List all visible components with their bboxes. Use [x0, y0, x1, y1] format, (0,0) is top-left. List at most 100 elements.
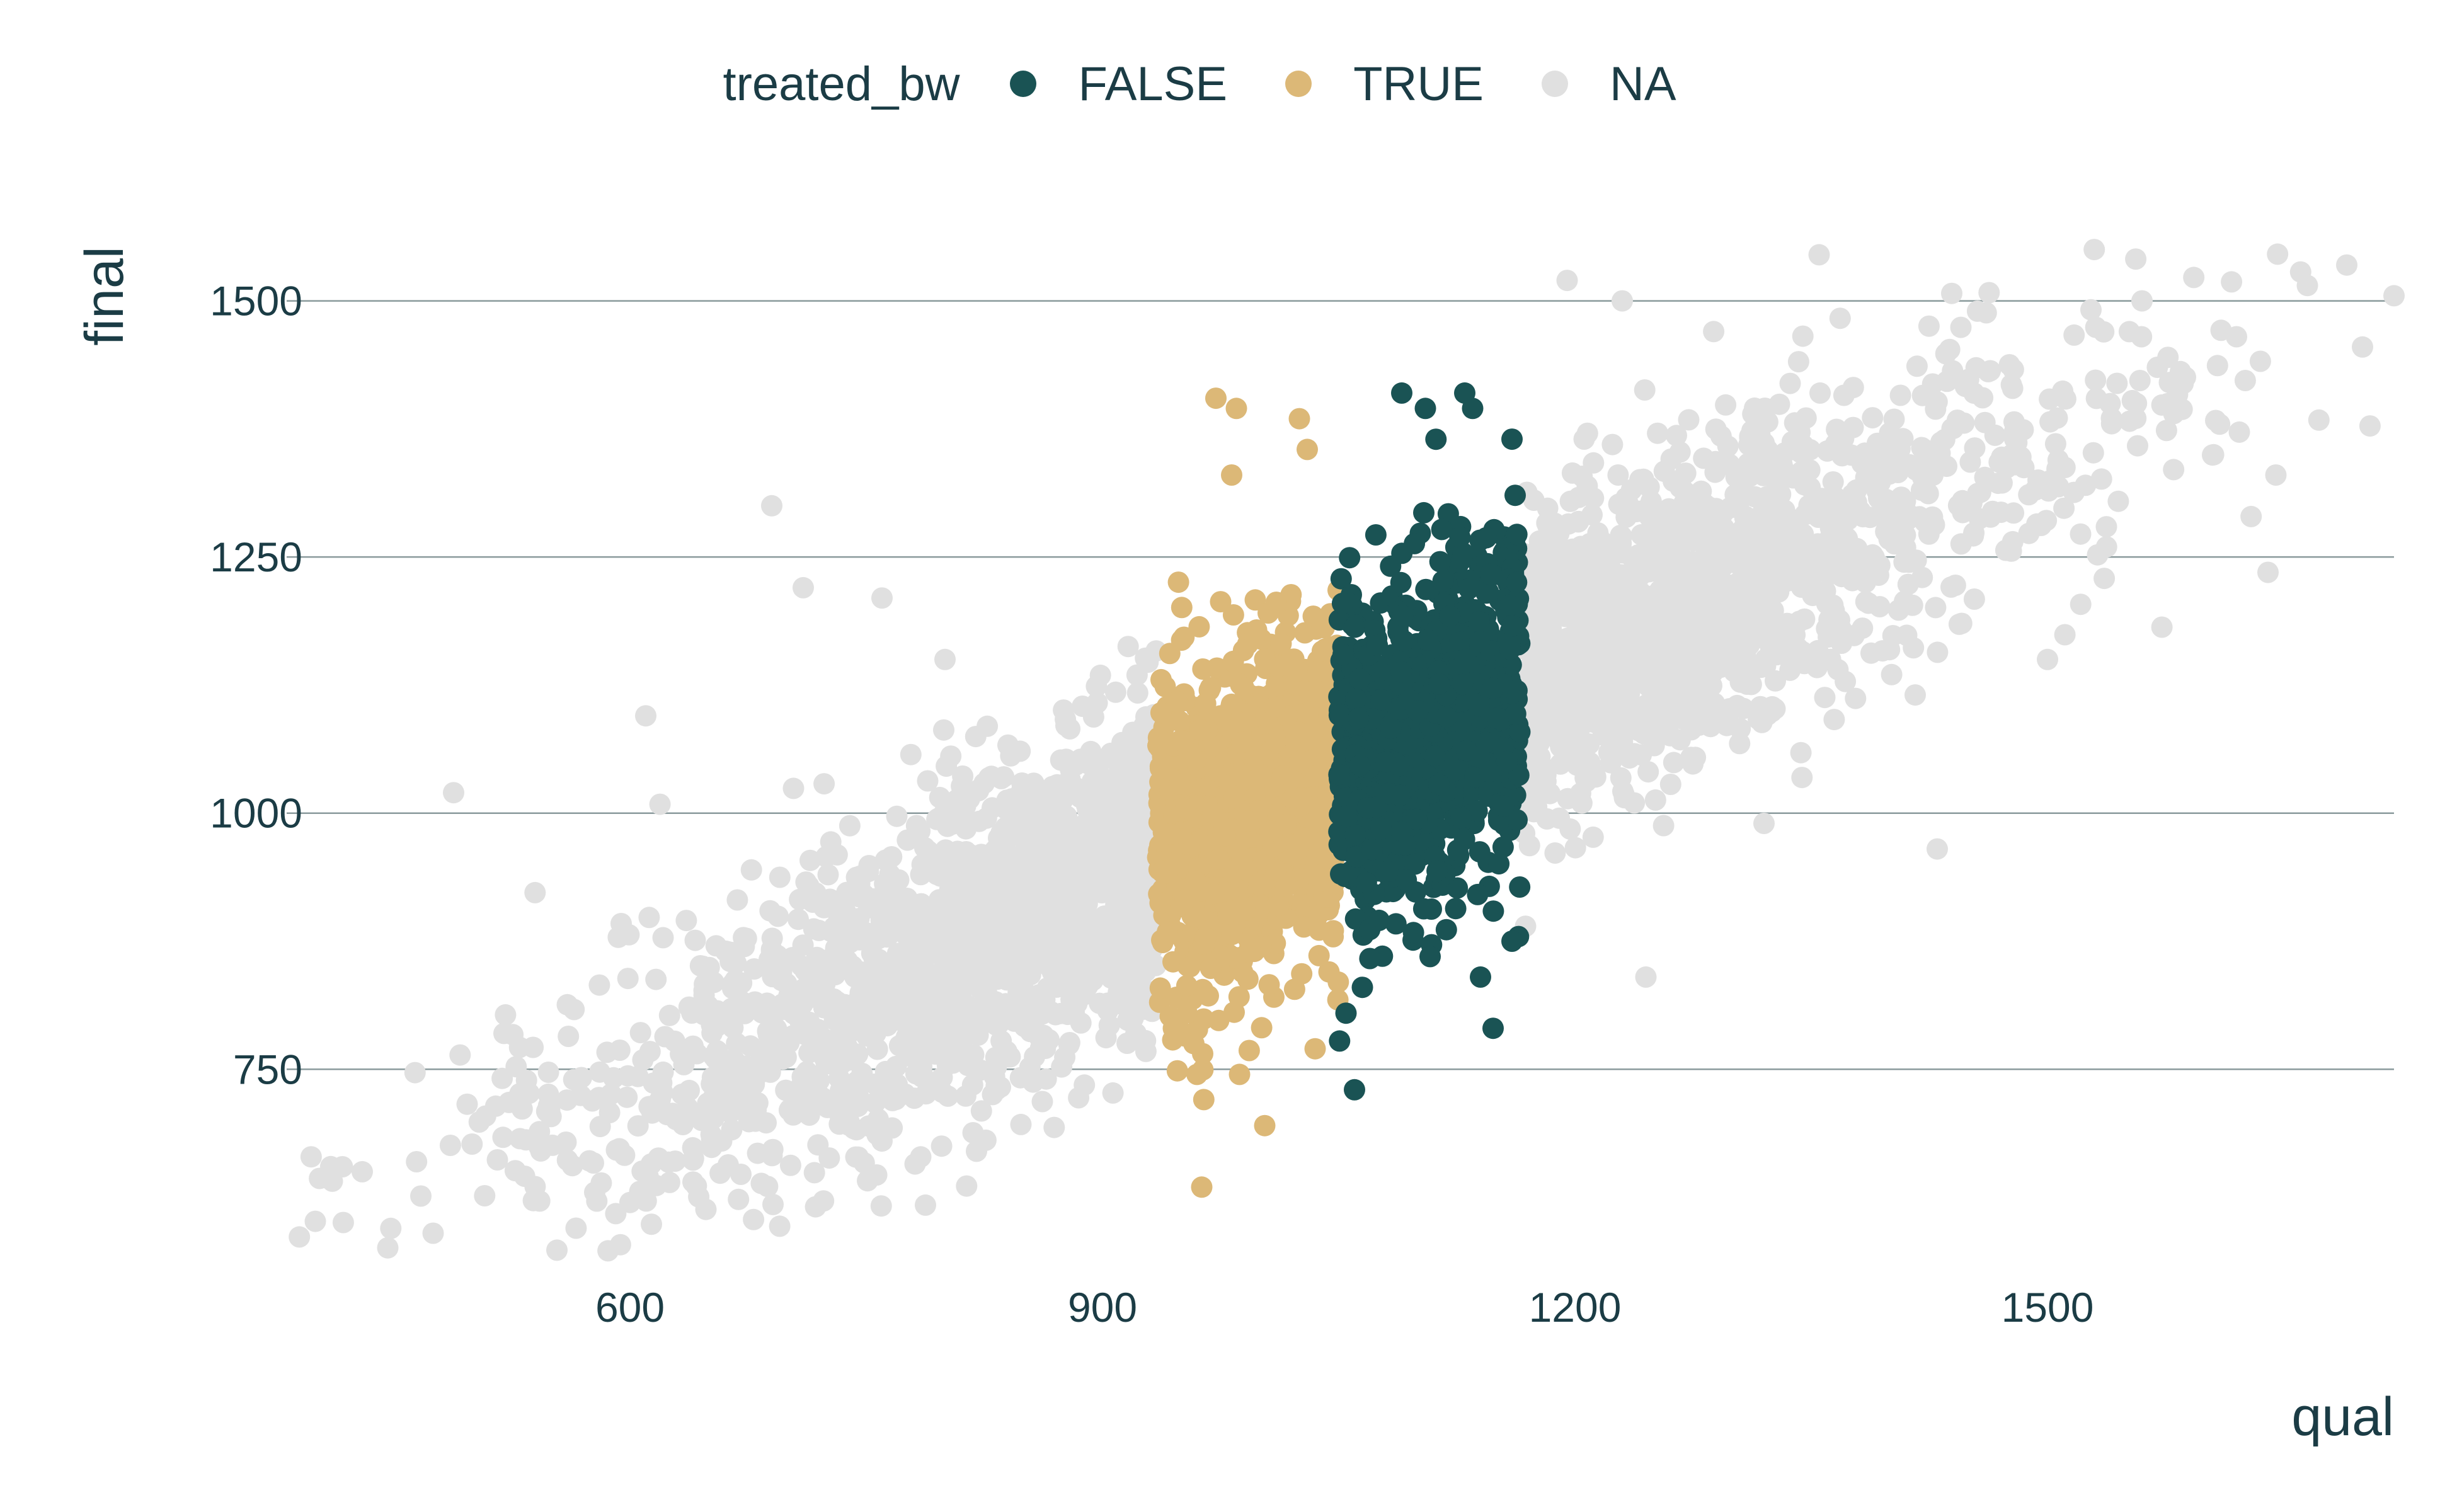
point-na — [722, 1017, 744, 1039]
point-na — [1579, 677, 1601, 698]
point-na — [1950, 316, 1972, 338]
point-na — [1556, 270, 1578, 292]
point-na — [1927, 838, 1948, 860]
point-na — [747, 1142, 769, 1164]
point-na — [1610, 641, 1632, 663]
point-true — [1300, 728, 1322, 750]
point-na — [1717, 435, 1739, 457]
point-na — [675, 910, 697, 932]
point-na — [1792, 325, 1814, 347]
point-na — [740, 859, 762, 881]
point-na — [377, 1237, 399, 1259]
point-na — [2151, 394, 2173, 416]
point-na — [1624, 591, 1645, 612]
point-true — [1149, 977, 1171, 999]
point-na — [848, 1087, 870, 1109]
point-na — [1816, 498, 1838, 520]
point-na — [1597, 578, 1619, 600]
point-na — [951, 990, 973, 1012]
point-na — [1894, 590, 1915, 612]
point-na — [905, 815, 927, 837]
point-na — [1568, 486, 1589, 508]
point-na — [1927, 641, 1949, 663]
point-na — [817, 864, 839, 886]
point-na — [892, 1032, 914, 1054]
point-na — [1126, 682, 1148, 704]
point-na — [352, 1160, 373, 1183]
point-true — [1302, 605, 1324, 627]
point-na — [1670, 632, 1692, 654]
point-na — [1794, 503, 1816, 525]
point-na — [1549, 753, 1571, 775]
point-na — [1659, 774, 1681, 795]
point-na — [985, 1046, 1007, 1068]
point-na — [1715, 714, 1738, 736]
point-na — [1787, 351, 1809, 373]
point-na — [1592, 724, 1614, 746]
point-na — [1615, 506, 1637, 528]
point-na — [799, 849, 821, 871]
point-na — [1693, 447, 1715, 469]
point-na — [1637, 761, 1659, 783]
point-na — [1053, 925, 1075, 948]
point-na — [908, 1022, 931, 1044]
point-na — [304, 1210, 326, 1232]
point-na — [641, 1102, 663, 1124]
point-na — [1649, 644, 1671, 666]
point-na — [2296, 275, 2318, 297]
point-false — [1509, 876, 1531, 898]
point-na — [968, 810, 990, 832]
point-true — [1297, 438, 1318, 461]
point-false — [1506, 809, 1528, 831]
point-na — [627, 1115, 649, 1137]
point-na — [2095, 536, 2117, 558]
point-true — [1268, 895, 1290, 917]
point-na — [524, 881, 546, 903]
point-na — [1130, 928, 1152, 950]
point-na — [1641, 593, 1663, 615]
point-na — [1765, 670, 1786, 692]
point-true — [1176, 1002, 1198, 1024]
point-na — [380, 1217, 402, 1239]
point-na — [1677, 571, 1699, 593]
point-na — [1009, 1067, 1031, 1089]
point-na — [529, 1136, 550, 1158]
point-na — [769, 866, 791, 888]
point-na — [1727, 663, 1749, 685]
point-na — [944, 948, 966, 970]
point-na — [2063, 324, 2085, 346]
point-na — [682, 1147, 704, 1169]
point-na — [1946, 410, 1968, 431]
point-na — [638, 907, 660, 929]
point-na — [1721, 523, 1743, 545]
point-na — [664, 1150, 686, 1172]
point-true — [1171, 597, 1193, 619]
point-na — [1005, 888, 1027, 910]
point-na — [589, 1061, 610, 1083]
point-na — [1734, 483, 1756, 505]
point-na — [1906, 355, 1928, 377]
point-na — [1077, 799, 1099, 821]
point-na — [990, 767, 1012, 789]
point-true — [1205, 387, 1227, 410]
point-na — [2093, 321, 2115, 343]
point-na — [954, 1085, 976, 1107]
point-na — [1027, 898, 1049, 920]
point-na — [2106, 372, 2128, 394]
point-na — [886, 805, 908, 827]
point-na — [1029, 1037, 1051, 1059]
point-false — [1435, 919, 1457, 941]
point-na — [2202, 444, 2225, 466]
point-na — [1544, 842, 1566, 864]
point-na — [1719, 454, 1741, 476]
point-na — [842, 1005, 864, 1028]
point-false — [1385, 913, 1407, 935]
point-na — [902, 893, 924, 915]
point-true — [1265, 592, 1287, 613]
point-na — [2125, 248, 2147, 270]
point-na — [2044, 433, 2066, 455]
point-na — [1129, 743, 1151, 765]
point-na — [1601, 696, 1624, 718]
point-na — [1678, 409, 1700, 431]
point-true — [1147, 727, 1169, 748]
